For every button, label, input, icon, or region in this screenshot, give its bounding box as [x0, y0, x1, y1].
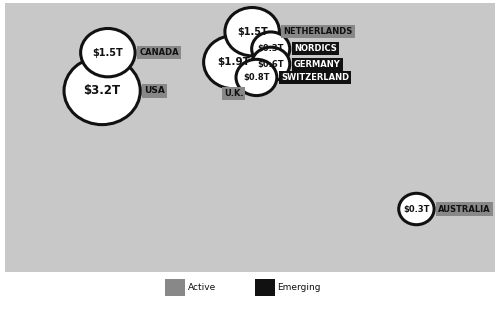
Text: NETHERLANDS: NETHERLANDS — [284, 27, 352, 36]
Ellipse shape — [204, 36, 264, 89]
Text: Active: Active — [188, 283, 216, 292]
Text: $0.3T: $0.3T — [258, 44, 284, 53]
Text: $0.3T: $0.3T — [403, 205, 429, 214]
Text: $0.6T: $0.6T — [258, 60, 284, 69]
Text: Emerging: Emerging — [278, 283, 321, 292]
Ellipse shape — [398, 193, 434, 225]
Text: USA: USA — [144, 86, 165, 95]
Text: AUSTRALIA: AUSTRALIA — [438, 205, 491, 214]
Ellipse shape — [252, 47, 290, 81]
Text: $3.2T: $3.2T — [84, 84, 120, 97]
Ellipse shape — [225, 7, 280, 56]
Ellipse shape — [236, 59, 277, 95]
Text: $1.5T: $1.5T — [92, 48, 123, 58]
Ellipse shape — [252, 32, 290, 66]
Text: GERMANY: GERMANY — [294, 60, 341, 69]
Ellipse shape — [80, 28, 135, 77]
Ellipse shape — [64, 57, 140, 125]
Text: $1.9T: $1.9T — [217, 57, 250, 67]
Text: NORDICS: NORDICS — [294, 44, 337, 53]
Text: $1.5T: $1.5T — [237, 27, 268, 37]
Text: U.K.: U.K. — [224, 89, 244, 98]
Text: SWITZERLAND: SWITZERLAND — [281, 73, 349, 82]
Text: CANADA: CANADA — [139, 48, 179, 57]
Text: $0.8T: $0.8T — [243, 73, 270, 82]
